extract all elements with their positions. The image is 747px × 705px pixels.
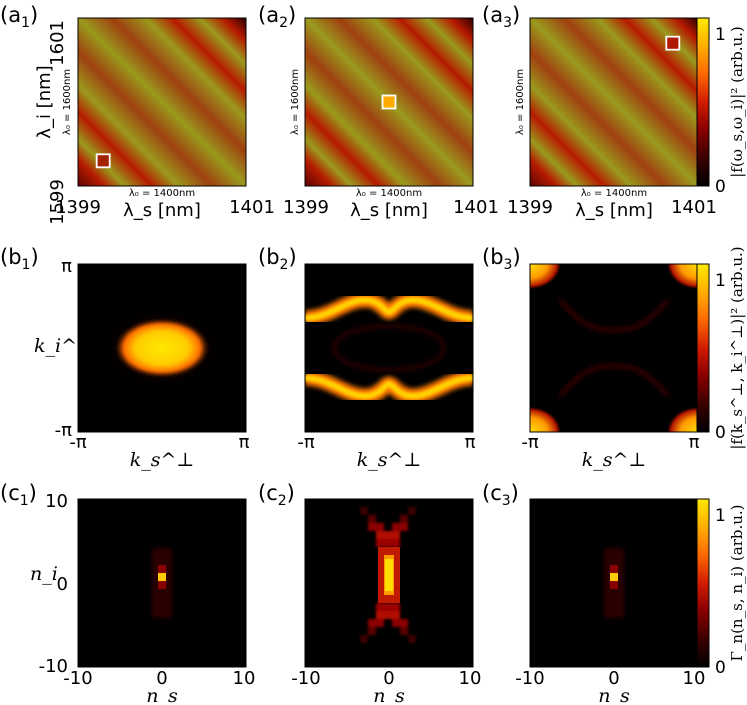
row-c: (c1) (c2) (c3) 10 0 -10 n_i -10 0 10 n_s… xyxy=(0,481,746,705)
panel-a2-label: (a2) xyxy=(258,3,296,31)
c2-xlabel: n_s xyxy=(373,685,405,705)
a-ytick-min: 1599 xyxy=(47,179,68,225)
panel-b2-heatmap xyxy=(305,264,473,432)
colorbar-a-max: 1 xyxy=(715,25,726,45)
colorbar-b-label: |f(k_s^⊥, k_i^⊥)|² (arb.u.) xyxy=(728,246,746,449)
a2-y-center-label: λ₀ = 1600nm xyxy=(290,69,301,135)
a1-xtick-max: 1401 xyxy=(229,197,275,218)
b-ylabel: k_i^⊥ xyxy=(34,335,95,357)
panel-a1-label: (a1) xyxy=(0,3,38,31)
b1-xtick-max: π xyxy=(239,432,250,453)
colorbar-a-label: |f(ω_s,ω_i)|² (arb.u.) xyxy=(728,26,746,178)
a2-x-center-label: λ₀ = 1400nm xyxy=(356,188,422,199)
panel-a1-frame xyxy=(77,17,247,187)
c1-xtick-mid: 0 xyxy=(156,668,167,689)
c-ytick-min: -10 xyxy=(39,656,68,677)
panel-a1-marker xyxy=(95,153,111,169)
a3-y-center-label: λ₀ = 1600nm xyxy=(515,69,526,135)
b-ytick-max: π xyxy=(61,256,72,277)
panel-b1-label: (b1) xyxy=(0,245,39,273)
a-ylabel: λ_i [nm] xyxy=(34,65,55,138)
panel-a3-label: (a3) xyxy=(482,3,520,31)
c3-xtick-mid: 0 xyxy=(608,668,619,689)
b1-xtick-min: -π xyxy=(69,432,86,453)
b3-xlabel: k_s^⊥ xyxy=(582,449,647,471)
panel-b1-heatmap xyxy=(78,264,246,432)
panel-c2-peak xyxy=(385,559,393,591)
panel-a2-marker xyxy=(381,94,397,110)
row-b: (b1) (b2) (b3) π -π k_i^⊥ -π π k_s^⊥ -π … xyxy=(0,245,746,471)
a-ytick-max: 1601 xyxy=(47,20,68,66)
a1-x-center-label: λ₀ = 1400nm xyxy=(129,188,195,199)
panel-c2-frame xyxy=(304,498,474,668)
panel-c3-label: (c3) xyxy=(482,481,519,509)
panel-a2-frame xyxy=(304,17,474,187)
b2-xlabel: k_s^⊥ xyxy=(357,449,422,471)
c-ytick-max: 10 xyxy=(45,491,68,512)
a1-xtick-min: 1399 xyxy=(55,197,101,218)
panel-c3-peak xyxy=(610,573,618,581)
a2-xtick-max: 1401 xyxy=(453,197,499,218)
colorbar-b xyxy=(696,263,710,433)
panel-c1-frame xyxy=(77,498,247,668)
b3-xtick-max: π xyxy=(689,432,700,453)
panel-b1-frame xyxy=(77,263,247,433)
c1-xtick-min: -10 xyxy=(63,668,92,689)
colorbar-c-max: 1 xyxy=(715,506,726,526)
panel-c1-peak xyxy=(158,573,166,581)
b1-xlabel: k_s^⊥ xyxy=(130,449,195,471)
colorbar-c-label: Γ_n(n_s, n_i) (arb.u.) xyxy=(728,504,746,661)
a1-xlabel: λ_s [nm] xyxy=(123,200,201,221)
a3-xlabel: λ_s [nm] xyxy=(575,200,653,221)
c-ytick-mid: 0 xyxy=(57,574,68,595)
b-ytick-min: -π xyxy=(55,420,72,441)
colorbar-c xyxy=(696,498,710,668)
row-a: (a1) (a2) (a3) 1601 1599 λ_i [nm] λ₀ = 1… xyxy=(0,3,746,225)
colorbar-b-max: 1 xyxy=(715,271,726,291)
colorbar-a xyxy=(696,17,710,187)
panel-b3-heatmap xyxy=(530,264,698,432)
b2-xtick-max: π xyxy=(465,432,476,453)
a2-xlabel: λ_s [nm] xyxy=(350,200,428,221)
c3-xtick-max: 10 xyxy=(683,668,706,689)
panel-b2-frame xyxy=(304,263,474,433)
a3-xtick-max: 1401 xyxy=(671,197,717,218)
c3-xtick-min: -10 xyxy=(515,668,544,689)
a3-x-center-label: λ₀ = 1400nm xyxy=(581,188,647,199)
panel-c1-label: (c1) xyxy=(0,481,37,509)
c3-xlabel: n_s xyxy=(598,685,630,705)
b3-xtick-min: -π xyxy=(521,432,538,453)
c2-xtick-min: -10 xyxy=(291,668,320,689)
c-ylabel: n_i xyxy=(30,563,58,585)
colorbar-a-min: 0 xyxy=(715,177,726,197)
panel-a3-marker xyxy=(665,35,681,51)
panel-b3-label: (b3) xyxy=(482,245,521,273)
c2-xtick-mid: 0 xyxy=(383,668,394,689)
c2-xtick-max: 10 xyxy=(459,668,482,689)
panel-b2-label: (b2) xyxy=(258,245,297,273)
colorbar-b-min: 0 xyxy=(715,423,726,443)
b2-xtick-min: -π xyxy=(297,432,314,453)
colorbar-c-min: 0 xyxy=(715,658,726,678)
a3-xtick-min: 1399 xyxy=(507,197,553,218)
c1-xtick-max: 10 xyxy=(233,668,256,689)
a2-xtick-min: 1399 xyxy=(283,197,329,218)
c1-xlabel: n_s xyxy=(146,685,178,705)
panel-c2-label: (c2) xyxy=(258,481,295,509)
panel-c2-spread xyxy=(360,507,416,643)
a1-y-center-label: λ₀ = 1600nm xyxy=(62,69,73,135)
